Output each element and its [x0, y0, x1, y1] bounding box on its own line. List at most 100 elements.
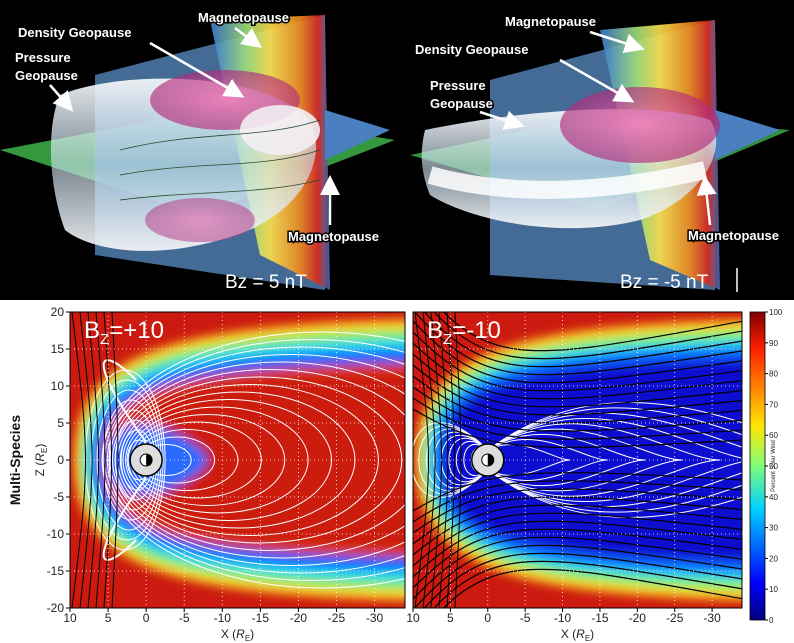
panel-label: BZ=-10	[427, 317, 501, 348]
field-line	[433, 312, 742, 360]
x-tick-label: 5	[447, 611, 454, 625]
field-line	[125, 399, 333, 521]
label: Density Geopause	[18, 25, 131, 40]
label: Magnetopause	[288, 229, 379, 244]
field-line	[413, 342, 742, 400]
y-tick-label: 5	[57, 416, 64, 430]
axis-label-part: )	[250, 627, 254, 641]
label: Magnetopause	[505, 14, 596, 29]
x-tick-label: -10	[554, 611, 572, 625]
plot-frame	[412, 311, 743, 609]
arrow	[559, 58, 635, 103]
x-tick-label: -5	[520, 611, 531, 625]
y-axis-label: Z (RE)	[33, 444, 49, 477]
render-left	[0, 15, 395, 290]
y-tick-label: -5	[53, 490, 64, 504]
plot-panel	[70, 312, 405, 608]
row-label: Multi-Species	[7, 415, 23, 505]
x-axis-label: X (RE)	[561, 627, 594, 643]
field-line	[425, 428, 489, 492]
x-tick-label: -5	[179, 611, 190, 625]
field-line	[413, 472, 742, 512]
field-line	[103, 312, 112, 608]
arrow	[589, 30, 645, 53]
colorbar	[749, 311, 766, 621]
axis-label-part: E	[40, 448, 49, 453]
density-field	[74, 319, 405, 601]
field-line	[446, 312, 455, 608]
render-labels: Magnetopause Density Geopause Pressure G…	[14, 9, 781, 294]
field-line	[487, 417, 742, 503]
axis-label-part: )	[33, 444, 47, 448]
field-line	[112, 361, 405, 559]
colorbar-tick-label: 80	[769, 370, 778, 379]
arrow	[49, 84, 74, 112]
y-tick-label: 15	[51, 342, 65, 356]
arrow	[479, 110, 525, 130]
field-line	[413, 422, 489, 498]
caption: Bz = -5 nT	[620, 272, 709, 293]
field-line	[413, 353, 742, 408]
field-line	[448, 437, 489, 483]
field-line	[433, 560, 742, 608]
colorbar-tick-label: 20	[769, 554, 778, 563]
field-line	[106, 346, 405, 574]
field-line	[79, 312, 93, 608]
axis-label-part: R	[236, 627, 245, 641]
x-tick-label: 10	[63, 611, 77, 625]
axis-label-part: X (	[221, 627, 236, 641]
x-tick-label: -20	[629, 611, 647, 625]
colorbar-tick-label: 90	[769, 339, 778, 348]
x-tick-label: -20	[290, 611, 308, 625]
axis-label-part: Z (	[33, 462, 47, 477]
colorbar-tick-label: 100	[769, 308, 783, 317]
axis-label-part: E	[245, 634, 250, 643]
field-line	[109, 354, 405, 566]
field-line	[413, 488, 742, 534]
field-line	[455, 441, 489, 479]
density-layer	[441, 359, 742, 561]
y-tick-label: 20	[51, 305, 65, 319]
x-tick-label: -30	[703, 611, 721, 625]
x-tick-label: 10	[406, 611, 420, 625]
label: Geopause	[430, 96, 493, 111]
field-line	[413, 520, 742, 578]
colorbar-tick-label: 40	[769, 493, 778, 502]
field-line	[438, 312, 449, 608]
axis-label-part: R	[33, 453, 47, 462]
field-line	[487, 407, 742, 513]
panel-label-part: B	[84, 317, 100, 344]
field-line	[102, 477, 147, 561]
earth-night	[487, 454, 494, 466]
field-line	[413, 408, 742, 448]
x-tick-label: -25	[666, 611, 684, 625]
field-line	[413, 386, 742, 432]
colorbar-label: Percent Solar Wind	[771, 440, 777, 492]
axis-label-part: E	[585, 634, 590, 643]
field-line	[414, 312, 429, 608]
y-tick-label: 0	[57, 453, 64, 467]
field-line	[102, 359, 147, 443]
field-line	[413, 480, 742, 523]
field-line	[442, 568, 742, 608]
field-line	[71, 312, 86, 608]
panel-label-part: =+10	[109, 317, 164, 344]
x-tick-label: -15	[591, 611, 609, 625]
x-tick-label: -30	[366, 611, 384, 625]
field-line	[90, 379, 164, 541]
x-tick-label: -25	[328, 611, 346, 625]
field-line	[423, 312, 742, 368]
panel-label-part: =-10	[452, 317, 501, 344]
y-tick-label: 10	[51, 379, 65, 393]
panel-label-part: Z	[100, 331, 109, 348]
field-line	[423, 552, 742, 608]
arrow	[234, 26, 263, 48]
y-tick-label: -10	[47, 527, 65, 541]
plot-frame	[69, 311, 406, 609]
panel-label: BZ=+10	[84, 317, 164, 348]
colorbar-tick-label: 70	[769, 400, 778, 409]
x-tick-label: 0	[484, 611, 491, 625]
label: Geopause	[15, 68, 78, 83]
field-line	[413, 397, 742, 440]
colorbar-tick-label: 30	[769, 524, 778, 533]
